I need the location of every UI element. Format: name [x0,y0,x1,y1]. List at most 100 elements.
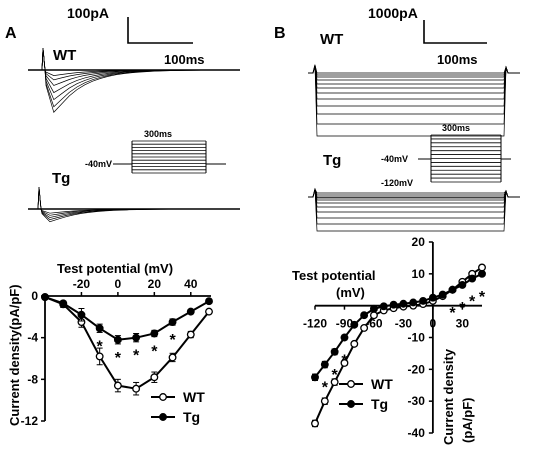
panel-b-protocol-holding: -40mV [381,154,408,164]
tg-data-point [205,297,213,306]
panel-b-wt-sweep [308,64,520,81]
chart-a-legend: WT Tg [151,389,205,425]
wt-data-point [311,419,319,428]
wt-data-point [113,381,122,390]
panel-a-protocol-duration: 300ms [144,129,172,139]
panel-b-wt-traces [308,64,520,137]
x-tick-label: -20 [73,277,91,291]
y-tick-label: 20 [412,235,426,249]
x-tick-label: 40 [184,277,198,291]
tg-legend-marker [347,400,355,408]
panel-letter-b: B [274,25,286,42]
significance-star: * [169,332,176,349]
wt-legend-label: WT [183,389,205,405]
y-tick-label: -12 [21,414,39,428]
tg-data-point [150,329,159,338]
significance-star: * [133,348,140,365]
panel-b-wt-sweep [308,64,520,115]
y-tick-label: -40 [408,426,426,440]
tg-data-point [409,298,418,307]
tg-data-point [168,318,177,326]
significance-star: * [97,338,104,355]
panel-b-tg-sweep [308,187,520,198]
significance-star: * [469,294,476,311]
tg-data-point [186,307,195,316]
panel-b-tg-label: Tg [323,152,341,169]
tg-data-point [95,324,104,333]
y-tick-label: -20 [408,362,426,376]
significance-star: * [151,344,158,361]
chart-b-x-label-line1: Test potential [292,268,376,283]
panel-b-wt-sweep [308,64,520,100]
chart-b-y-label-line2: (pA/pF) [460,398,475,443]
wt-data-point [340,359,349,367]
tg-data-point [448,285,457,294]
wt-legend-marker [159,393,167,401]
panel-a-wt-label: WT [53,47,76,64]
tg-data-point [311,373,319,382]
tg-data-point [379,302,388,311]
tg-data-point [132,333,141,342]
tg-data-point [340,333,349,342]
panel-b-protocol-duration: 300ms [442,123,470,133]
tg-data-point [59,299,68,308]
panel-b-iv-chart: Test potential (mV) Current density (pA/… [292,235,486,445]
panel-a-protocol-holding: -40mV [85,159,112,169]
panel-b-tg-sweep [308,188,520,225]
significance-star: * [341,353,348,370]
tg-data-point [41,293,49,301]
wt-data-point [478,263,486,272]
tg-series-line [44,296,210,341]
panel-b-tg-traces [308,187,520,232]
x-tick-label: -120 [303,317,327,331]
panel-a-protocol: 300ms -40mV [85,129,226,174]
panel-b-current-scale: 1000pA [368,5,418,21]
y-tick-label: 10 [412,267,426,281]
panel-a-tg-traces [28,186,240,223]
wt-data-point [330,378,339,387]
x-tick-label: 0 [430,317,437,331]
wt-data-point [168,353,177,362]
tg-data-point [458,281,467,289]
chart-a-x-label: Test potential (mV) [57,261,173,276]
panel-a-current-scale: 100pA [67,5,109,21]
y-tick-label: 0 [31,289,38,303]
panel-a-scale-bar [127,17,193,44]
wt-legend-marker [347,380,355,388]
wt-series-line [44,296,210,390]
tg-data-point [428,293,437,302]
tg-data-point [399,299,408,308]
panel-letter-a: A [5,25,17,42]
x-tick-label: -30 [395,317,413,331]
panel-a-wt-traces [28,47,241,113]
x-tick-label: -90 [336,317,354,331]
panel-a-tg-sweep [28,186,240,223]
significance-star: * [449,305,456,322]
tg-data-point [478,269,486,278]
chart-a-y-label: Current density(pA/pF) [7,284,22,426]
panel-b-wt-label: WT [320,31,343,48]
panel-b-protocol-steps [430,134,502,183]
tg-data-point [369,304,378,313]
tg-data-point [113,335,122,344]
x-tick-label: 0 [115,277,122,291]
significance-star: * [115,350,122,367]
panel-b-wt-sweep [308,64,520,74]
y-tick-label: -4 [27,331,38,345]
panel-a-protocol-steps [131,140,207,174]
panel-b-protocol-start: -120mV [381,178,413,188]
panel-b-wt-sweep [308,64,520,125]
panel-b-time-scale: 100ms [437,52,477,67]
y-tick-label: -8 [27,372,38,386]
chart-b-x-label-line2: (mV) [336,285,365,300]
panel-a-wt-sweep [28,47,240,113]
panel-b-wt-sweep [308,64,520,137]
tg-data-point [330,347,339,356]
wt-data-point [150,373,159,382]
wt-data-point [205,307,213,316]
tg-data-point [350,320,359,329]
panel-b-tg-sweep [308,188,520,232]
significance-star: * [479,289,486,306]
x-tick-label: 30 [456,317,470,331]
y-tick-label: -30 [408,394,426,408]
